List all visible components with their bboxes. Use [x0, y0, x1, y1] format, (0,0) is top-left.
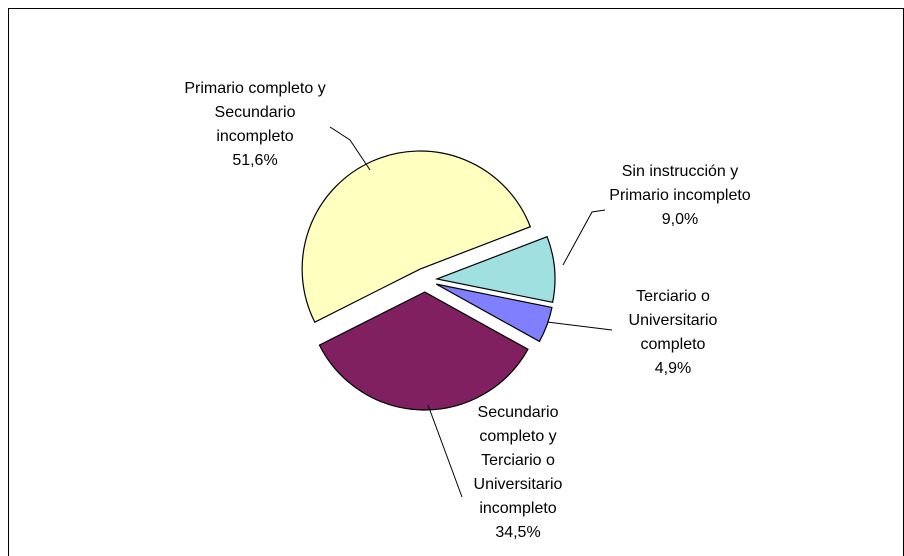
slice-category: Sin instrucción y Primario incompleto	[609, 163, 751, 204]
pie-slice	[435, 283, 553, 343]
slice-value: 4,9%	[654, 360, 692, 377]
slice-value: 34,5%	[495, 524, 541, 541]
slice-label: Sin instrucción y Primario incompleto 9,0…	[600, 160, 760, 232]
pie-slice	[434, 235, 556, 304]
leader-line	[329, 126, 371, 171]
slice-category: Terciario o Universitario completo	[628, 288, 718, 353]
slice-label: Primario completo y Secundario incomplet…	[175, 77, 335, 173]
slice-label: Terciario o Universitario completo 4,9%	[611, 285, 736, 381]
slice-value: 9,0%	[661, 211, 699, 228]
slice-value: 51,6%	[232, 152, 278, 169]
pie-slice	[301, 150, 532, 323]
pie-slice	[318, 291, 529, 411]
slice-category: Secundario completo y Terciario o Univer…	[473, 404, 563, 517]
leader-line	[546, 321, 613, 331]
leader-line	[562, 209, 606, 266]
leader-line	[427, 404, 463, 498]
slice-label: Secundario completo y Terciario o Univer…	[462, 401, 574, 545]
slice-category: Primario completo y Secundario incomplet…	[184, 80, 326, 145]
